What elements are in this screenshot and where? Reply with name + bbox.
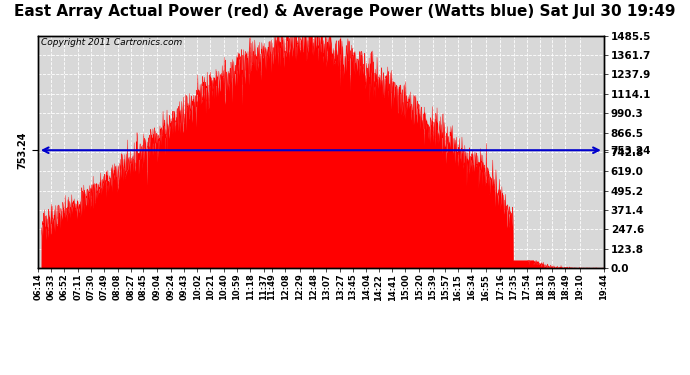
Text: Copyright 2011 Cartronics.com: Copyright 2011 Cartronics.com: [41, 38, 182, 47]
Text: East Array Actual Power (red) & Average Power (Watts blue) Sat Jul 30 19:49: East Array Actual Power (red) & Average …: [14, 4, 676, 19]
